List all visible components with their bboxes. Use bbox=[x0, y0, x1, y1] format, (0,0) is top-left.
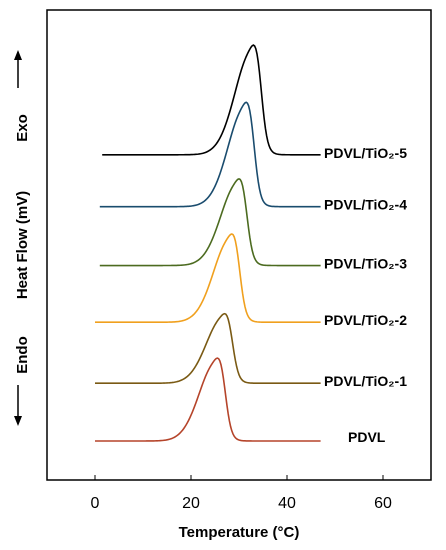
series-label-6: PDVL/TiO₂-5 bbox=[324, 145, 407, 161]
x-axis-label: Temperature (°C) bbox=[179, 524, 300, 541]
series-curve-6 bbox=[102, 44, 321, 156]
x-tick-label: 40 bbox=[278, 495, 296, 512]
series-label-4: PDVL/TiO₂-3 bbox=[324, 256, 407, 272]
y-axis-label: Heat Flow (mV) bbox=[14, 191, 31, 299]
series-curve-2 bbox=[95, 312, 321, 385]
series-label-1: PDVL bbox=[348, 429, 386, 445]
plot-frame bbox=[46, 9, 432, 481]
series-curve-5 bbox=[99, 101, 321, 208]
endo-label-group: Endo bbox=[14, 336, 31, 374]
x-axis-ticks: 0 20 40 60 bbox=[91, 475, 392, 512]
exo-arrow bbox=[14, 50, 22, 88]
series-label-2: PDVL/TiO₂-1 bbox=[324, 373, 407, 389]
series-curve-4 bbox=[99, 177, 321, 267]
series-labels: PDVL PDVL/TiO₂-1 PDVL/TiO₂-2 PDVL/TiO₂-3 PDV… bbox=[324, 145, 407, 445]
series-label-3: PDVL/TiO₂-2 bbox=[324, 312, 407, 328]
series-curve-3 bbox=[95, 233, 321, 324]
endo-arrow bbox=[14, 385, 22, 426]
y-axis-label-group: Heat Flow (mV) bbox=[14, 191, 31, 299]
x-tick-label: 0 bbox=[91, 495, 100, 512]
x-tick-label: 60 bbox=[374, 495, 392, 512]
exo-label-group: Exo bbox=[14, 114, 31, 142]
series-curve-1 bbox=[95, 357, 321, 442]
endo-label: Endo bbox=[14, 336, 31, 374]
exo-label: Exo bbox=[14, 114, 31, 142]
x-tick-label: 20 bbox=[182, 495, 200, 512]
series-label-5: PDVL/TiO₂-4 bbox=[324, 197, 407, 213]
series-curves bbox=[95, 44, 321, 442]
